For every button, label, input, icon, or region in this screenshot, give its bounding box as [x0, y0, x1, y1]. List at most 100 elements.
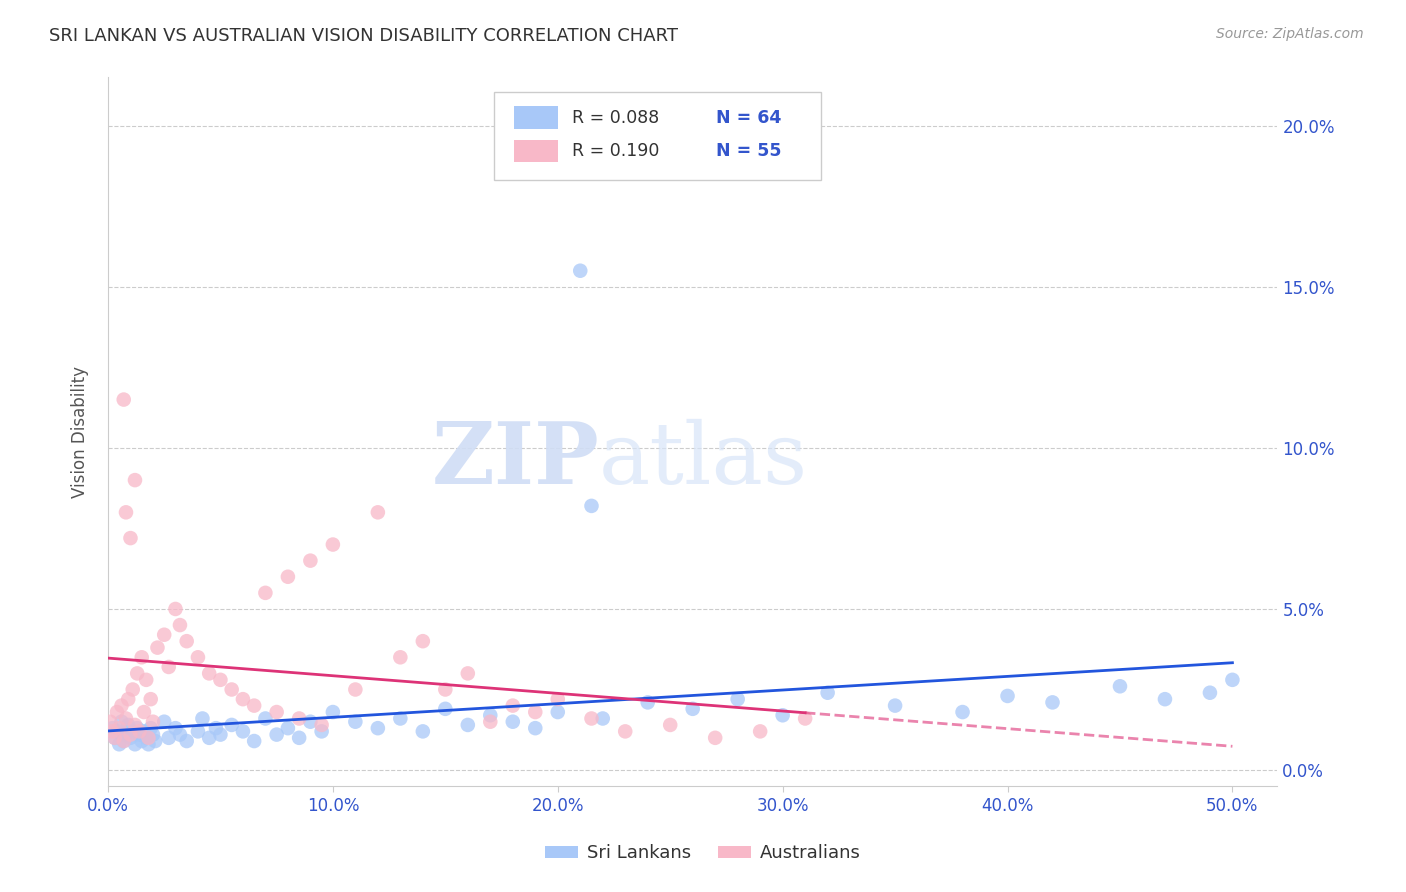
- Point: [120, 531, 142, 545]
- Point: [592, 711, 614, 725]
- Point: [165, 721, 187, 735]
- Point: [117, 692, 139, 706]
- Point: [412, 634, 434, 648]
- Point: [120, 731, 142, 745]
- Point: [288, 711, 311, 725]
- Point: [121, 724, 143, 739]
- Point: [581, 499, 603, 513]
- Point: [124, 718, 146, 732]
- Point: [139, 692, 162, 706]
- Point: [884, 698, 907, 713]
- Text: R = 0.190: R = 0.190: [572, 142, 659, 161]
- Point: [143, 734, 166, 748]
- Point: [209, 673, 232, 687]
- Text: ZIP: ZIP: [432, 418, 599, 502]
- Point: [209, 728, 232, 742]
- Point: [1199, 686, 1222, 700]
- Point: [1154, 692, 1177, 706]
- Point: [277, 721, 299, 735]
- Point: [412, 724, 434, 739]
- Point: [547, 692, 569, 706]
- Point: [131, 650, 153, 665]
- Point: [344, 714, 367, 729]
- Point: [502, 698, 524, 713]
- Point: [389, 711, 412, 725]
- Point: [101, 724, 124, 739]
- Legend: Sri Lankans, Australians: Sri Lankans, Australians: [538, 838, 868, 870]
- Text: atlas: atlas: [599, 418, 808, 501]
- Point: [434, 682, 457, 697]
- Point: [367, 721, 389, 735]
- Point: [311, 724, 333, 739]
- Point: [266, 705, 288, 719]
- Point: [1042, 695, 1064, 709]
- Point: [105, 705, 128, 719]
- Point: [457, 666, 479, 681]
- Point: [299, 714, 322, 729]
- Point: [547, 705, 569, 719]
- Point: [128, 724, 150, 739]
- Point: [614, 724, 637, 739]
- Point: [997, 689, 1019, 703]
- Point: [524, 705, 547, 719]
- Point: [169, 618, 191, 632]
- Point: [131, 734, 153, 748]
- Point: [135, 673, 157, 687]
- Point: [187, 724, 209, 739]
- Point: [434, 702, 457, 716]
- Point: [120, 728, 142, 742]
- Point: [288, 731, 311, 745]
- Point: [176, 734, 198, 748]
- Point: [104, 731, 127, 745]
- Point: [502, 714, 524, 729]
- Point: [132, 705, 155, 719]
- Point: [659, 718, 682, 732]
- Point: [682, 702, 704, 716]
- Point: [104, 731, 127, 745]
- Point: [254, 586, 277, 600]
- Point: [165, 602, 187, 616]
- Point: [153, 714, 176, 729]
- Point: [479, 714, 502, 729]
- Point: [198, 666, 221, 681]
- Point: [232, 692, 254, 706]
- Point: [322, 705, 344, 719]
- Point: [704, 731, 727, 745]
- Point: [169, 728, 191, 742]
- Point: [322, 537, 344, 551]
- Point: [187, 650, 209, 665]
- Point: [138, 737, 160, 751]
- FancyBboxPatch shape: [513, 106, 558, 129]
- Text: Source: ZipAtlas.com: Source: ZipAtlas.com: [1216, 27, 1364, 41]
- Point: [112, 734, 135, 748]
- Point: [311, 718, 333, 732]
- Point: [524, 721, 547, 735]
- Point: [277, 570, 299, 584]
- Point: [457, 718, 479, 732]
- FancyBboxPatch shape: [494, 92, 821, 180]
- Point: [221, 682, 243, 697]
- Point: [135, 731, 157, 745]
- Text: R = 0.088: R = 0.088: [572, 109, 659, 127]
- Point: [108, 721, 131, 735]
- Point: [243, 734, 266, 748]
- FancyBboxPatch shape: [513, 140, 558, 162]
- Point: [157, 660, 180, 674]
- Text: N = 55: N = 55: [716, 142, 782, 161]
- Point: [266, 728, 288, 742]
- Point: [115, 728, 138, 742]
- Point: [232, 724, 254, 739]
- Point: [637, 695, 659, 709]
- Y-axis label: Vision Disability: Vision Disability: [72, 366, 89, 498]
- Point: [243, 698, 266, 713]
- Text: SRI LANKAN VS AUSTRALIAN VISION DISABILITY CORRELATION CHART: SRI LANKAN VS AUSTRALIAN VISION DISABILI…: [49, 27, 678, 45]
- Point: [112, 734, 135, 748]
- Point: [110, 714, 132, 729]
- Point: [153, 628, 176, 642]
- Point: [115, 711, 138, 725]
- Point: [127, 721, 149, 735]
- Point: [121, 682, 143, 697]
- Point: [794, 711, 817, 725]
- Point: [115, 505, 138, 519]
- Point: [254, 711, 277, 725]
